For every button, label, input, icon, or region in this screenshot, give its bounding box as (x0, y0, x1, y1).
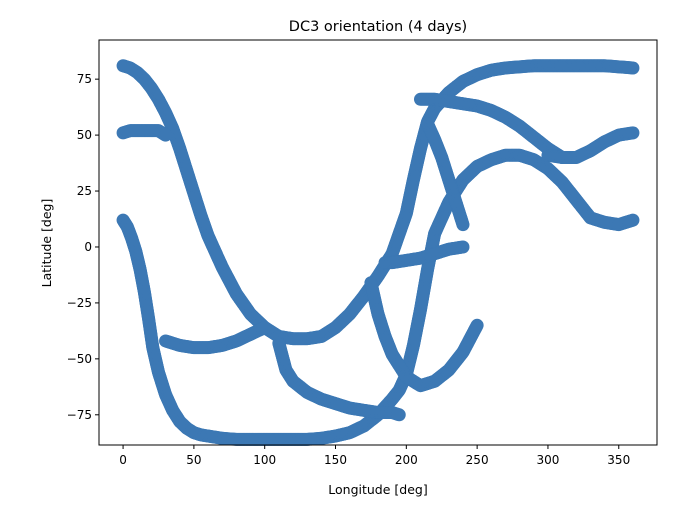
scatter-point (456, 240, 470, 254)
scatter-point (392, 408, 406, 422)
scatter-trace (272, 336, 406, 422)
scatter-point (626, 126, 640, 140)
y-tick-label: −50 (67, 352, 92, 366)
x-tick-label: 100 (253, 453, 276, 467)
x-tick-label: 50 (186, 453, 201, 467)
x-axis-label: Longitude [deg] (328, 482, 427, 497)
y-axis-label: Latitude [deg] (39, 199, 54, 288)
scatter-point (626, 213, 640, 227)
chart-title: DC3 orientation (4 days) (289, 19, 467, 35)
scatter-point (626, 61, 640, 75)
scatter-point (470, 318, 484, 332)
x-tick-label: 0 (119, 453, 127, 467)
y-tick-label: 0 (84, 240, 92, 254)
scatter-trace (378, 240, 470, 270)
x-tick-label: 150 (324, 453, 347, 467)
y-tick-label: 25 (77, 184, 92, 198)
x-tick-label: 350 (607, 453, 630, 467)
y-axis-ticks: −75 −50 −25 0 25 50 75 (67, 72, 99, 422)
y-tick-label: −75 (67, 408, 92, 422)
plot-frame (98, 39, 658, 446)
y-tick-label: −25 (67, 296, 92, 310)
scatter-trace (159, 321, 272, 355)
scatter-trace (541, 126, 640, 164)
x-tick-label: 300 (536, 453, 559, 467)
scatter-point (258, 321, 272, 335)
scatter-point (159, 128, 173, 142)
scatter-trace (116, 124, 173, 142)
x-tick-label: 200 (395, 453, 418, 467)
scatter-trace (116, 59, 640, 346)
y-tick-label: 75 (77, 72, 92, 86)
scatter-point (456, 218, 470, 232)
scatter-trace (364, 276, 484, 393)
x-axis-ticks: 0 50 100 150 200 250 300 350 (119, 445, 630, 467)
x-tick-label: 250 (466, 453, 489, 467)
y-tick-label: 50 (77, 128, 92, 142)
marker-layer (116, 59, 640, 446)
scatter-trace (421, 117, 470, 232)
